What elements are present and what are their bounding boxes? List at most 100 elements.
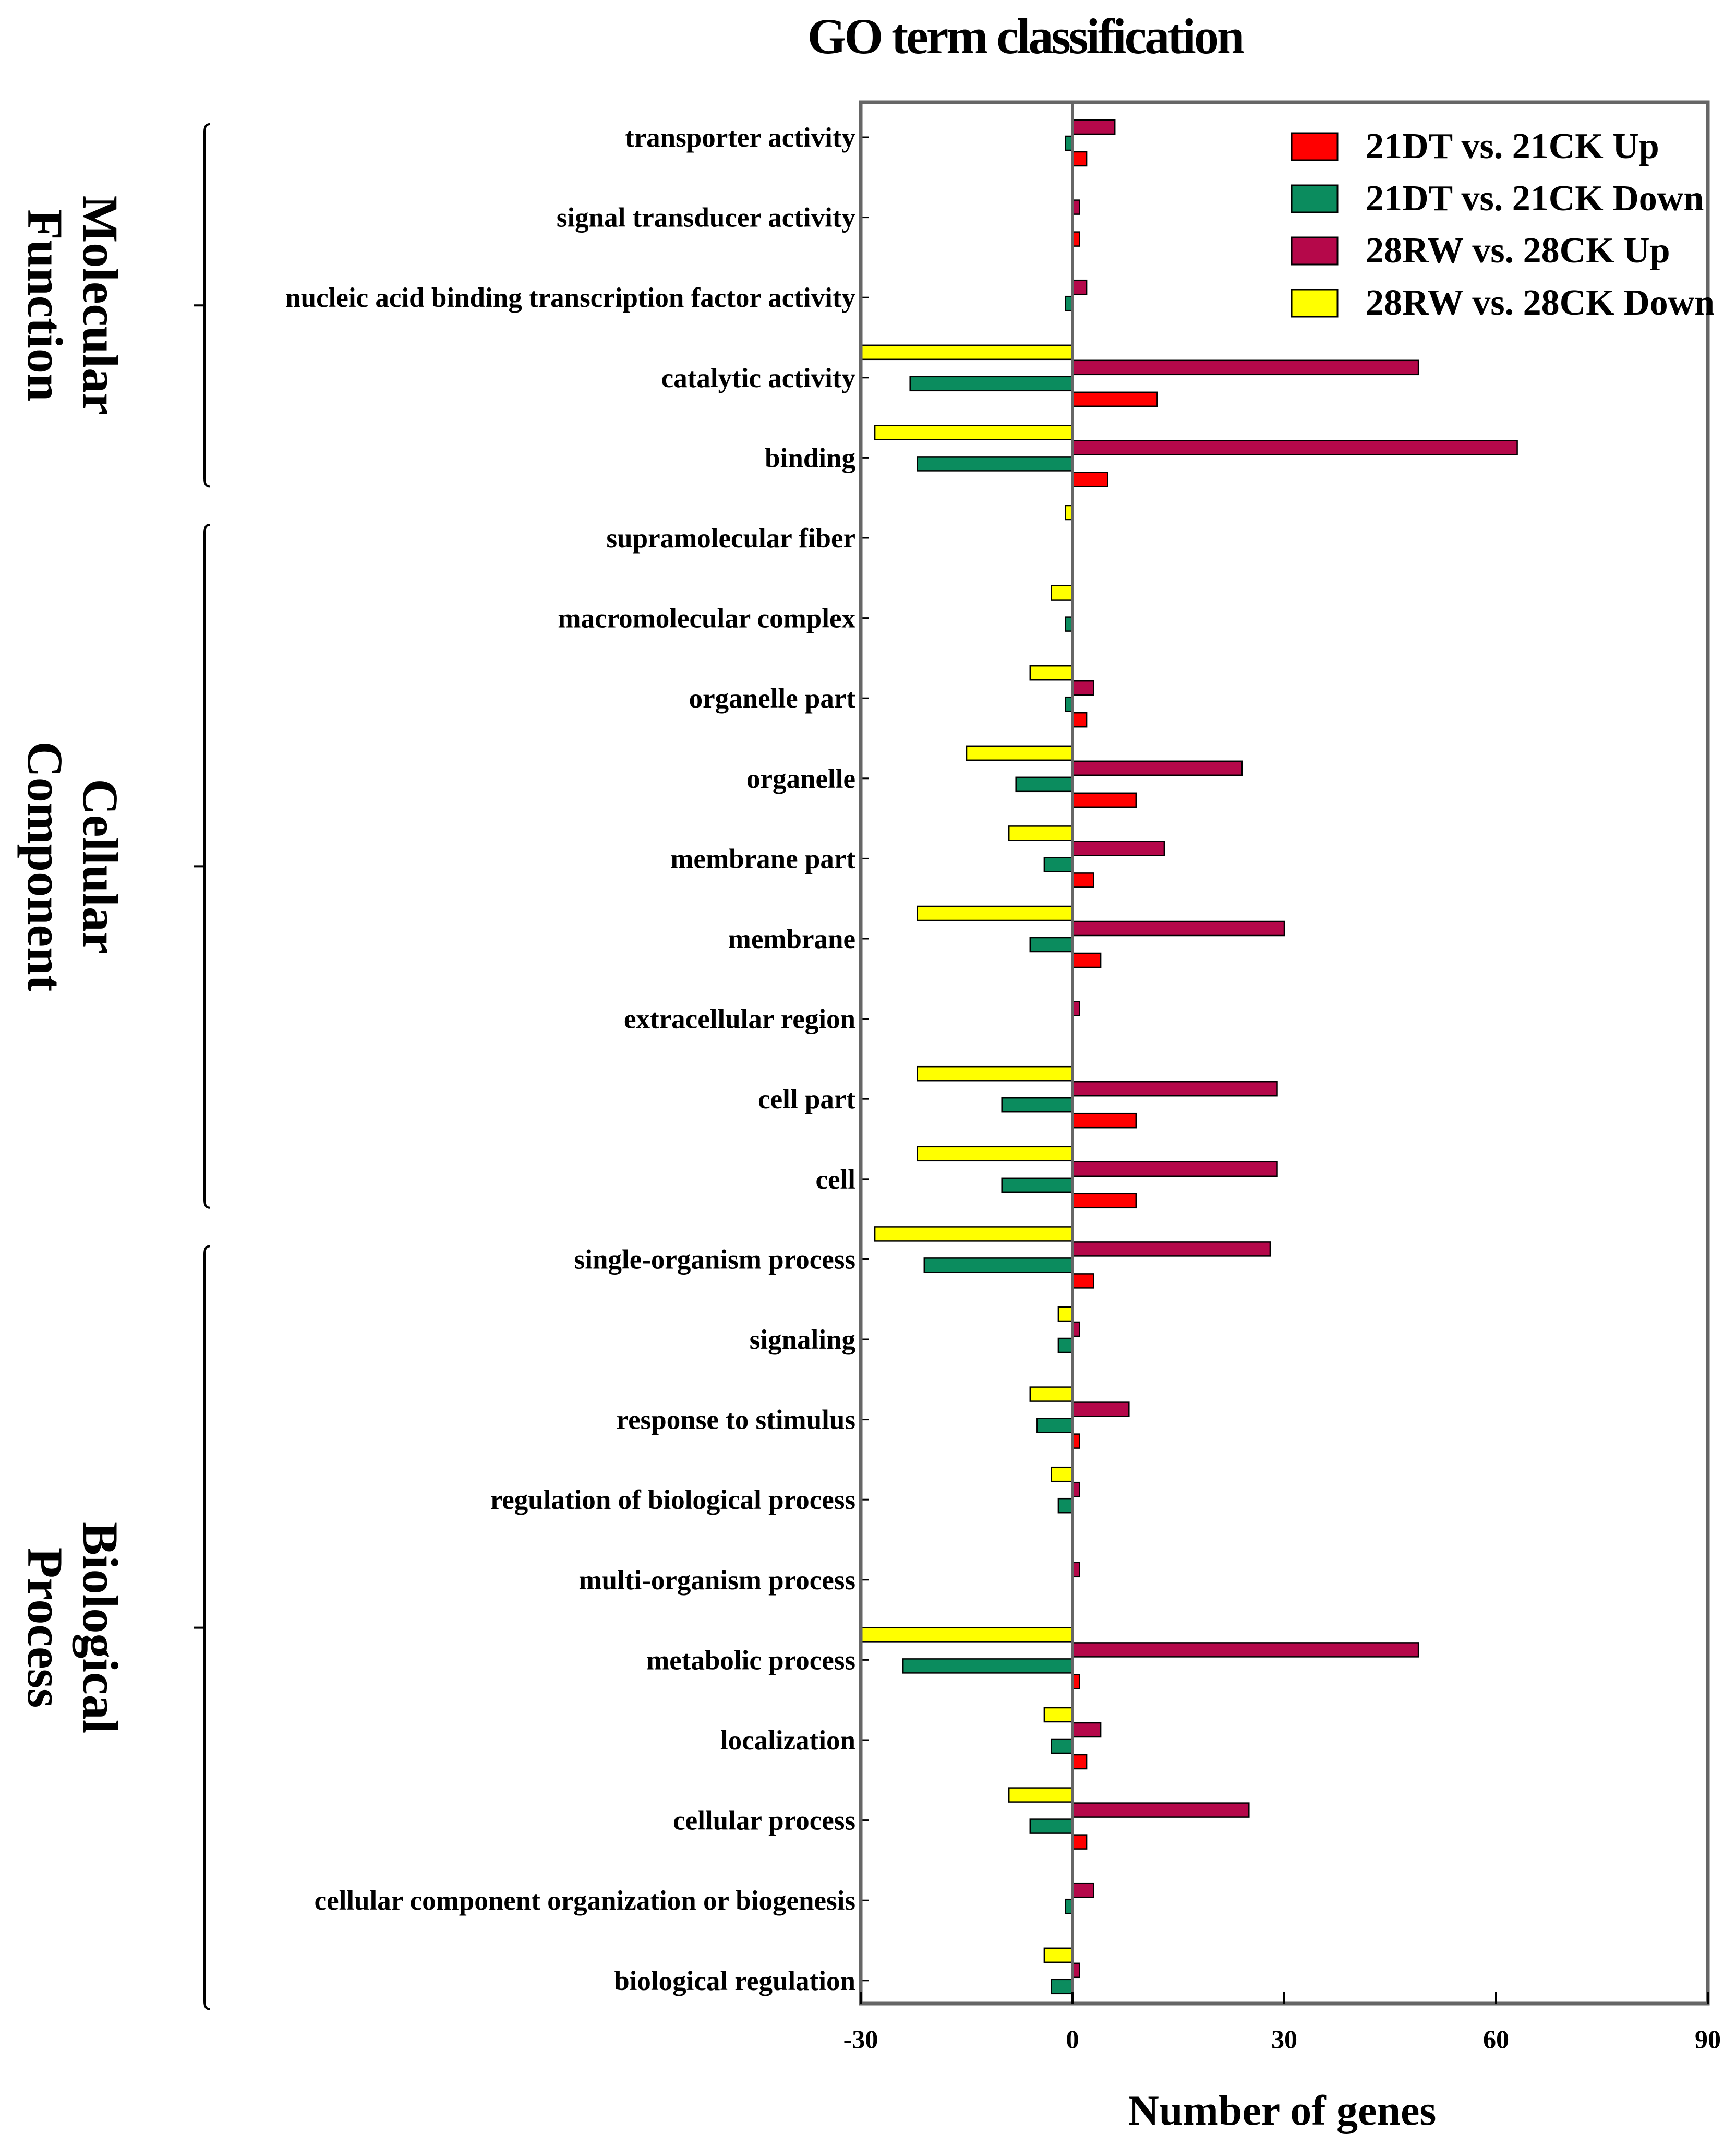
bar-28rw-vs-28ck-down-organelle: [966, 745, 1074, 761]
bar-28rw-vs-28ck-down-binding: [874, 425, 1074, 440]
bar-28rw-vs-28ck-up-cell-part: [1071, 1081, 1278, 1097]
legend-label-21dt-vs-21ck-up: 21DT vs. 21CK Up: [1366, 126, 1659, 166]
category-label-cell: cell: [816, 1165, 856, 1195]
bar-21dt-vs-21ck-down-catalytic-activity: [909, 376, 1074, 392]
category-label-localization: localization: [720, 1725, 855, 1756]
group-bracket-molecular-function: [203, 123, 210, 488]
bar-28rw-vs-28ck-up-cell: [1071, 1161, 1278, 1177]
bar-28rw-vs-28ck-up-binding: [1071, 440, 1518, 455]
bar-28rw-vs-28ck-up-localization: [1071, 1722, 1102, 1738]
category-label-catalytic-activity: catalytic activity: [661, 363, 855, 393]
bar-28rw-vs-28ck-down-membrane: [917, 905, 1074, 921]
bar-21dt-vs-21ck-up-binding: [1071, 472, 1108, 487]
chart-title: GO term classification: [807, 8, 1244, 64]
bar-28rw-vs-28ck-down-cell: [917, 1146, 1074, 1162]
bar-28rw-vs-28ck-down-response-to-stimulus: [1029, 1386, 1074, 1402]
bar-28rw-vs-28ck-down-single-organism-process: [874, 1226, 1074, 1242]
bar-28rw-vs-28ck-up-catalytic-activity: [1071, 359, 1419, 376]
x-tick-label: -30: [843, 2024, 878, 2054]
bar-21dt-vs-21ck-up-localization: [1071, 1754, 1088, 1770]
bar-21dt-vs-21ck-down-membrane: [1029, 937, 1074, 953]
bar-28rw-vs-28ck-down-membrane-part: [1008, 825, 1074, 841]
bar-28rw-vs-28ck-up-nucleic-acid-binding-transcription-factor-activity: [1071, 279, 1088, 295]
legend-label-21dt-vs-21ck-down: 21DT vs. 21CK Down: [1366, 178, 1704, 219]
category-label-multi-organism-process: multi-organism process: [579, 1565, 855, 1596]
group-bracket-cellular-component: [203, 524, 210, 1209]
category-label-extracellular-region: extracellular region: [624, 1004, 855, 1035]
bar-21dt-vs-21ck-up-single-organism-process: [1071, 1273, 1094, 1289]
category-label-supramolecular-fiber: supramolecular fiber: [607, 523, 855, 554]
legend-swatch-28rw-vs-28ck-up: [1291, 236, 1339, 266]
bar-28rw-vs-28ck-down-signaling: [1057, 1306, 1074, 1322]
bar-28rw-vs-28ck-up-organelle-part: [1071, 680, 1094, 696]
bar-28rw-vs-28ck-down-catalytic-activity: [860, 344, 1074, 361]
bar-28rw-vs-28ck-down-localization: [1043, 1707, 1074, 1723]
group-label-molecular-function: MolecularFunction: [17, 196, 128, 415]
bar-28rw-vs-28ck-up-cellular-component-organization-or-biogenesis: [1071, 1882, 1094, 1898]
bar-21dt-vs-21ck-down-organelle: [1015, 776, 1074, 793]
group-label-line: Function: [17, 209, 73, 401]
bar-28rw-vs-28ck-up-single-organism-process: [1071, 1241, 1271, 1257]
legend-label-28rw-vs-28ck-up: 28RW vs. 28CK Up: [1366, 231, 1670, 271]
bar-28rw-vs-28ck-up-metabolic-process: [1071, 1642, 1419, 1658]
bar-21dt-vs-21ck-down-membrane-part: [1043, 857, 1074, 872]
category-label-transporter-activity: transporter activity: [625, 123, 855, 153]
group-label-line: Component: [17, 741, 73, 991]
group-label-biological-process: BiologicalProcess: [17, 1522, 128, 1733]
category-label-membrane-part: membrane part: [670, 844, 855, 874]
x-tick-label: 60: [1483, 2024, 1509, 2054]
bar-21dt-vs-21ck-down-metabolic-process: [902, 1658, 1074, 1674]
bar-21dt-vs-21ck-down-single-organism-process: [923, 1257, 1074, 1273]
legend-swatch-28rw-vs-28ck-down: [1291, 289, 1339, 318]
bar-28rw-vs-28ck-down-biological-regulation: [1043, 1947, 1074, 1963]
category-label-biological-regulation: biological regulation: [614, 1966, 855, 1996]
bar-21dt-vs-21ck-down-signaling: [1057, 1337, 1074, 1353]
group-label-line: Cellular: [73, 778, 128, 954]
bar-28rw-vs-28ck-down-metabolic-process: [860, 1627, 1074, 1643]
group-brackets: MolecularFunction CellularComponent Biolog…: [17, 123, 210, 2010]
bar-21dt-vs-21ck-up-cell: [1071, 1193, 1137, 1209]
axis-layer: -30 0 30 60 90: [843, 100, 1721, 2054]
category-label-organelle: organelle: [746, 764, 855, 794]
category-labels: transporter activity signal transducer ac…: [285, 123, 855, 1996]
x-tick-label: 30: [1271, 2024, 1297, 2054]
group-label-cellular-component: CellularComponent: [17, 741, 128, 991]
bar-21dt-vs-21ck-down-localization: [1051, 1738, 1074, 1754]
category-label-macromolecular-complex: macromolecular complex: [558, 604, 855, 634]
bar-28rw-vs-28ck-down-macromolecular-complex: [1051, 585, 1074, 601]
bar-21dt-vs-21ck-up-organelle: [1071, 792, 1137, 808]
category-label-response-to-stimulus: response to stimulus: [617, 1405, 855, 1435]
category-label-cellular-component-organization-or-biogenesis: cellular component organization or bioge…: [315, 1886, 855, 1916]
category-label-cell-part: cell part: [758, 1084, 855, 1114]
category-label-binding: binding: [765, 443, 855, 473]
bar-21dt-vs-21ck-up-cellular-process: [1071, 1834, 1088, 1850]
bar-28rw-vs-28ck-down-regulation-of-biological-process: [1051, 1466, 1074, 1482]
legend: 21DT vs. 21CK Up 21DT vs. 21CK Down 28RW v…: [1291, 126, 1715, 323]
bar-21dt-vs-21ck-up-membrane-part: [1071, 872, 1094, 888]
bar-28rw-vs-28ck-up-organelle: [1071, 760, 1243, 776]
category-label-nucleic-acid-binding-transcription-factor-activity: nucleic acid binding transcription facto…: [285, 283, 855, 313]
bar-21dt-vs-21ck-up-membrane: [1071, 952, 1102, 968]
bar-21dt-vs-21ck-down-regulation-of-biological-process: [1057, 1497, 1074, 1514]
bar-28rw-vs-28ck-up-cellular-process: [1071, 1802, 1250, 1818]
bar-28rw-vs-28ck-down-organelle-part: [1029, 665, 1074, 681]
bar-28rw-vs-28ck-up-transporter-activity: [1071, 119, 1116, 135]
category-label-single-organism-process: single-organism process: [574, 1244, 855, 1275]
category-label-metabolic-process: metabolic process: [646, 1645, 855, 1675]
bar-28rw-vs-28ck-up-response-to-stimulus: [1071, 1401, 1130, 1417]
bar-28rw-vs-28ck-up-membrane: [1071, 920, 1285, 937]
bar-21dt-vs-21ck-down-biological-regulation: [1051, 1979, 1074, 1995]
x-axis-label: Number of genes: [1128, 2087, 1437, 2134]
category-label-cellular-process: cellular process: [673, 1806, 855, 1836]
bar-21dt-vs-21ck-up-organelle-part: [1071, 712, 1088, 728]
category-label-membrane: membrane: [728, 924, 855, 954]
group-label-line: Molecular: [73, 196, 128, 415]
bars-layer: [860, 119, 1518, 1995]
bar-28rw-vs-28ck-down-cell-part: [917, 1065, 1074, 1082]
x-tick-label: 0: [1066, 2024, 1079, 2054]
group-bracket-biological-process: [203, 1245, 210, 2010]
bar-21dt-vs-21ck-up-cell-part: [1071, 1112, 1137, 1129]
bar-21dt-vs-21ck-down-cell-part: [1001, 1097, 1074, 1113]
legend-swatch-21dt-vs-21ck-down: [1291, 184, 1339, 213]
